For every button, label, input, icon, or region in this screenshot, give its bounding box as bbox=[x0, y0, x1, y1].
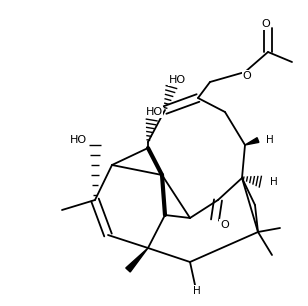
Text: H: H bbox=[193, 286, 201, 296]
Text: HO: HO bbox=[70, 135, 87, 145]
Text: O: O bbox=[261, 19, 270, 29]
Polygon shape bbox=[245, 138, 259, 145]
Polygon shape bbox=[126, 248, 148, 272]
Text: H: H bbox=[266, 135, 274, 145]
Text: HO: HO bbox=[168, 75, 185, 85]
Text: HO: HO bbox=[145, 107, 163, 117]
Text: O: O bbox=[220, 220, 229, 230]
Text: O: O bbox=[243, 71, 251, 81]
Text: H: H bbox=[270, 177, 278, 187]
